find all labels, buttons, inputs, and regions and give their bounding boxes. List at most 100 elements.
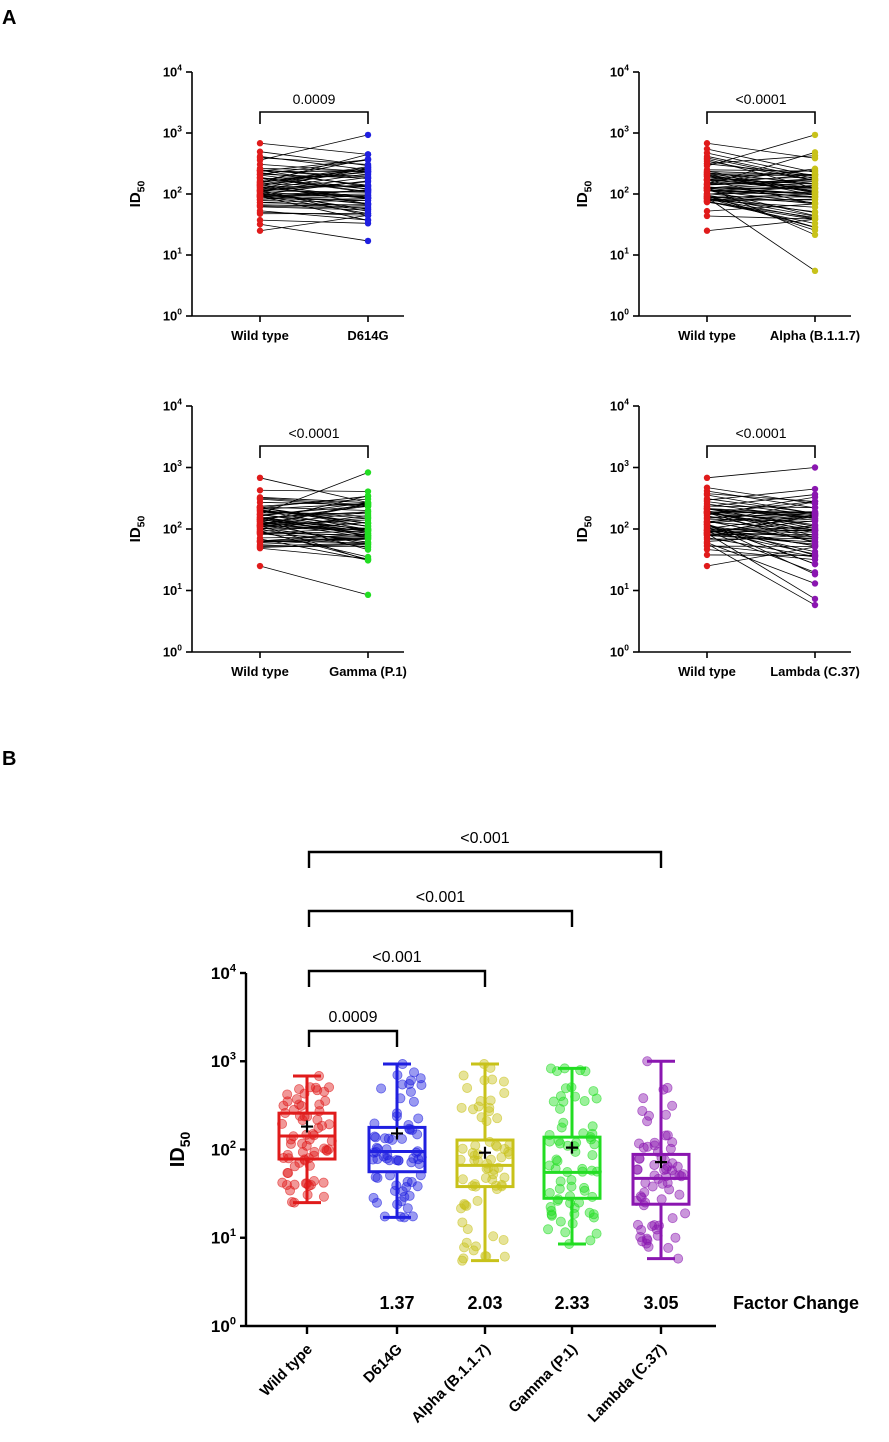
data-point: [415, 1073, 426, 1084]
pair-line: [706, 494, 816, 507]
y-axis-label: ID50: [574, 516, 595, 543]
data-point: [312, 1085, 323, 1096]
y-axis-label-subscript: 50: [136, 181, 148, 193]
x-tick-label: Gamma (P.1): [505, 1341, 580, 1416]
point-variant: [364, 237, 372, 245]
pair-line: [706, 174, 816, 185]
pair-line: [259, 517, 369, 537]
data-point: [297, 1115, 308, 1126]
data-point: [457, 1143, 468, 1154]
y-tick-label: 100: [163, 307, 182, 324]
data-point: [324, 1082, 335, 1093]
x-tick-label: Wild type: [231, 664, 289, 679]
point-variant: [364, 194, 372, 201]
y-tick-exponent: 2: [624, 185, 629, 195]
pair-line: [259, 211, 369, 216]
data-point: [289, 1161, 300, 1172]
point-variant: [364, 523, 372, 530]
data-point: [408, 1096, 419, 1107]
point-wild-type: [703, 145, 711, 153]
x-tick-label: Lambda (C.37): [585, 1341, 670, 1426]
x-tick-label: Lambda (C.37): [770, 664, 860, 679]
y-tick-label: 101: [163, 246, 182, 263]
pair-line: [259, 186, 369, 199]
pair-line: [259, 151, 369, 167]
pair-points: [256, 469, 372, 599]
data-point: [456, 1203, 467, 1214]
box-group: [455, 1059, 515, 1266]
data-point: [369, 1131, 380, 1142]
pair-line: [706, 197, 816, 272]
pair-line: [706, 524, 816, 575]
pair-line: [259, 214, 369, 232]
data-point: [297, 1138, 308, 1149]
data-point: [554, 1183, 565, 1194]
y-tick-exponent: 1: [177, 246, 182, 256]
pair-line: [259, 523, 369, 545]
data-point: [481, 1116, 492, 1127]
data-point: [591, 1228, 602, 1239]
pair-line: [706, 487, 816, 505]
pair-line: [706, 531, 816, 536]
point-variant: [811, 464, 819, 471]
point-variant: [811, 267, 819, 275]
factor-change-value: 3.05: [643, 1293, 678, 1313]
data-point: [318, 1177, 329, 1188]
box-group: [367, 1059, 427, 1223]
point-variant: [811, 169, 819, 176]
significance-bracket: [706, 111, 816, 124]
data-point: [546, 1205, 557, 1216]
pair-line: [706, 501, 816, 516]
data-point: [498, 1235, 509, 1246]
y-tick-exponent: 1: [177, 581, 182, 591]
pair-lines: [706, 467, 816, 606]
pair-points: [703, 464, 819, 609]
y-tick-base: 10: [610, 65, 624, 80]
pair-line: [259, 210, 369, 221]
pair-line: [259, 195, 369, 221]
y-tick-label: 100: [610, 643, 629, 660]
pair-line: [259, 510, 369, 530]
pair-line: [706, 201, 816, 218]
data-point: [408, 1153, 419, 1164]
data-point: [456, 1102, 467, 1113]
data-point: [412, 1181, 423, 1192]
y-tick-label: 101: [211, 1227, 236, 1248]
data-point: [588, 1209, 599, 1220]
comparison-bracket: [307, 850, 663, 868]
pair-line: [706, 508, 816, 519]
p-value-label: <0.0001: [736, 91, 787, 107]
y-tick-exponent: 0: [230, 1315, 236, 1327]
data-point: [588, 1086, 599, 1097]
data-point: [649, 1137, 660, 1148]
pair-line: [706, 187, 816, 199]
y-tick-label: 102: [163, 185, 182, 202]
pair-line: [706, 494, 816, 514]
data-point: [657, 1178, 668, 1189]
pair-line: [259, 472, 369, 515]
pair-line: [706, 503, 816, 520]
data-point: [405, 1086, 416, 1097]
pair-line: [706, 490, 816, 509]
point-variant: [811, 539, 819, 546]
data-point: [492, 1113, 503, 1124]
pair-line: [706, 493, 816, 502]
data-point: [544, 1160, 555, 1171]
pair-line: [259, 498, 369, 507]
data-point: [379, 1133, 390, 1144]
point-variant: [811, 580, 819, 587]
y-tick-base: 10: [163, 187, 177, 202]
factor-change-value: 2.33: [554, 1293, 589, 1313]
pair-line: [259, 489, 369, 492]
pair-line: [706, 507, 816, 530]
y-tick-label: 100: [163, 643, 182, 660]
box-iqr: [455, 1138, 515, 1189]
y-tick-exponent: 2: [177, 520, 182, 530]
point-wild-type: [256, 140, 264, 147]
point-variant: [364, 488, 372, 495]
pair-line: [706, 174, 816, 194]
y-tick-exponent: 1: [624, 581, 629, 591]
